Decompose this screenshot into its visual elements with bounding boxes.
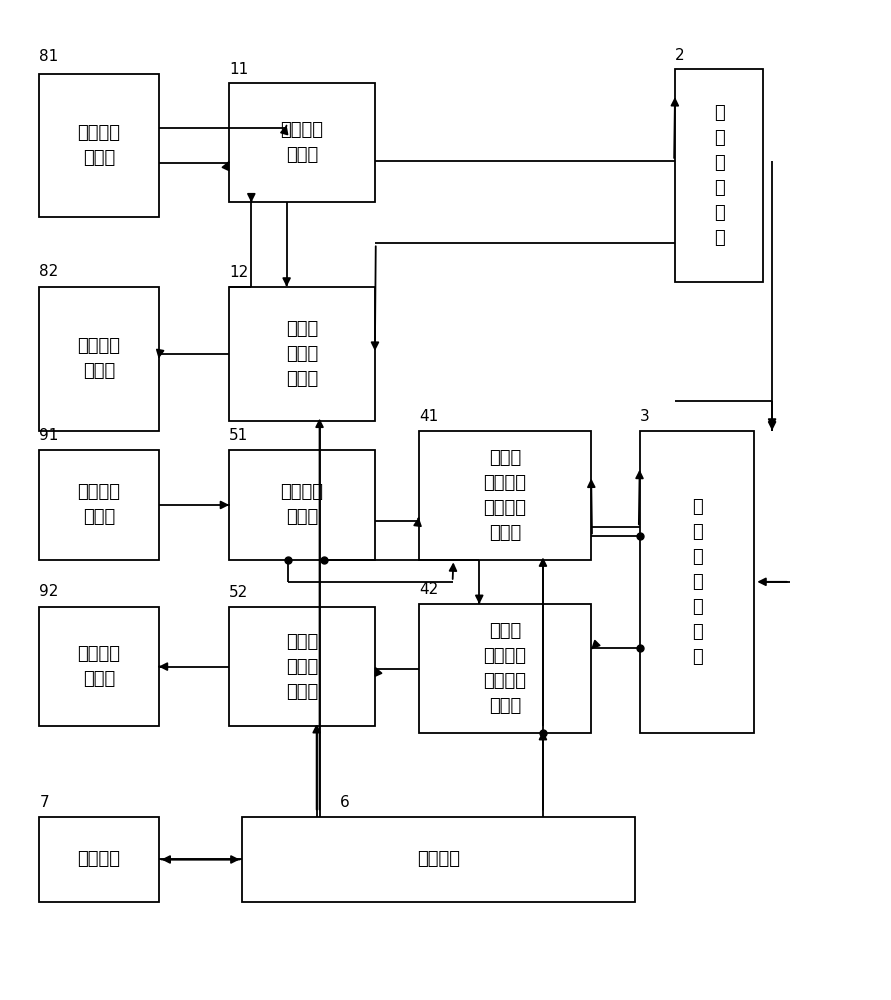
Text: 52: 52 [229,585,249,600]
Text: 光
收
发
模
块
电
路: 光 收 发 模 块 电 路 [691,498,702,666]
Text: 42: 42 [419,582,438,597]
Text: 电通道选
择电路: 电通道选 择电路 [281,121,323,164]
Bar [242,817,635,902]
Text: 通信接口: 通信接口 [78,850,120,868]
Text: 电信号输
入接口: 电信号输 入接口 [78,124,120,167]
Bar [39,607,159,726]
Text: 92: 92 [39,584,59,599]
Bar [39,450,159,560]
Text: 3: 3 [640,409,650,424]
Text: 12: 12 [229,265,249,280]
Bar [640,431,755,733]
Text: 6: 6 [339,795,349,810]
Text: 2: 2 [675,48,684,63]
Text: 光信号输
出接口: 光信号输 出接口 [78,645,120,688]
Text: 41: 41 [419,409,438,424]
Text: 51: 51 [229,428,249,443]
Text: 光信号输
入接口: 光信号输 入接口 [78,483,120,526]
Text: 11: 11 [229,62,249,77]
Bar [419,604,591,733]
Text: 输出光
功率检测
及衰减控
制电路: 输出光 功率检测 及衰减控 制电路 [484,622,527,715]
Text: 81: 81 [39,49,59,64]
Bar [39,817,159,902]
Text: 91: 91 [39,428,59,443]
Text: 误
码
检
测
电
路: 误 码 检 测 电 路 [714,104,724,247]
Bar [229,287,375,421]
Bar [229,607,375,726]
Text: 输入光
功率检测
及衰减控
制电路: 输入光 功率检测 及衰减控 制电路 [484,449,527,542]
Text: 电信号输
出接口: 电信号输 出接口 [78,337,120,380]
Bar [39,287,159,431]
Text: 82: 82 [39,264,59,279]
Text: 7: 7 [39,795,49,810]
Bar [675,69,764,282]
Bar [39,74,159,217]
Bar [419,431,591,560]
Text: 控制电路: 控制电路 [417,850,461,868]
Text: 电信号
驱动分
配电路: 电信号 驱动分 配电路 [286,320,318,388]
Bar [229,83,375,202]
Text: 光通道选
择电路: 光通道选 择电路 [281,483,323,526]
Text: 光信号
驱动分
配电路: 光信号 驱动分 配电路 [286,633,318,701]
Bar [229,450,375,560]
